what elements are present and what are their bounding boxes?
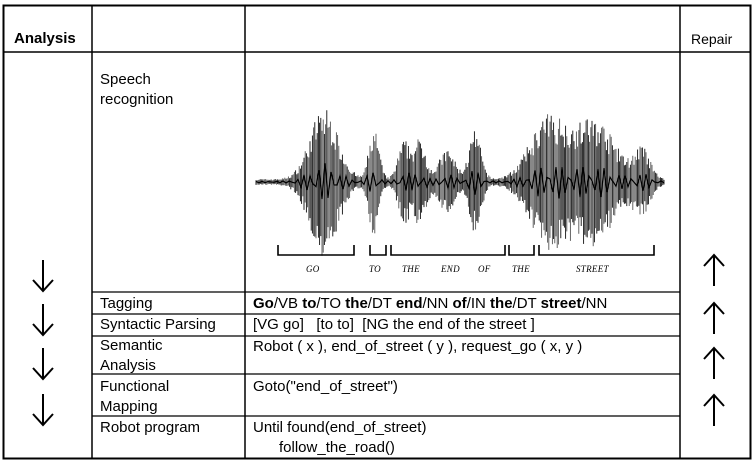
tagging-label: Tagging [100,295,153,312]
speech-recognition-label: Speech recognition [100,71,174,108]
word-street: STREET [576,264,609,274]
word-go: GO [306,264,320,274]
syntactic-parsing-label: Syntactic Parsing [100,316,216,333]
analysis-header: Analysis [14,30,76,47]
arrow-up-icon [703,301,725,334]
speech-waveform: GO TO THE END OF THE STREET [255,110,665,274]
robot-program-content: Until found(end_of_street) follow_the_ro… [253,419,427,456]
functional-mapping-label: Functional Mapping [100,378,170,415]
word-end: END [440,264,460,274]
semantic-analysis-label: Semantic Analysis [100,337,163,374]
arrow-up-icon [703,346,725,379]
arrow-down-icon [32,260,54,293]
word-of: OF [478,264,491,274]
word-the-2: THE [512,264,530,274]
arrow-up-icon [703,253,725,286]
arrow-up-icon [703,393,725,426]
functional-mapping-content: Goto("end_of_street") [253,378,398,395]
semantic-analysis-content: Robot ( x ), end_of_street ( y ), reques… [253,338,583,355]
word-the-1: THE [402,264,420,274]
repair-header: Repair [691,31,733,47]
tagging-content: Go/VB to/TO the/DT end/NN of/IN the/DT s… [253,295,608,312]
word-to: TO [369,264,381,274]
syntactic-parsing-content: [VG go] [to to] [NG the end of the stree… [253,316,535,333]
arrow-down-icon [32,394,54,427]
arrow-down-icon [32,304,54,337]
robot-program-label: Robot program [100,419,201,436]
arrow-down-icon [32,348,54,381]
word-segment-brackets [277,245,655,256]
